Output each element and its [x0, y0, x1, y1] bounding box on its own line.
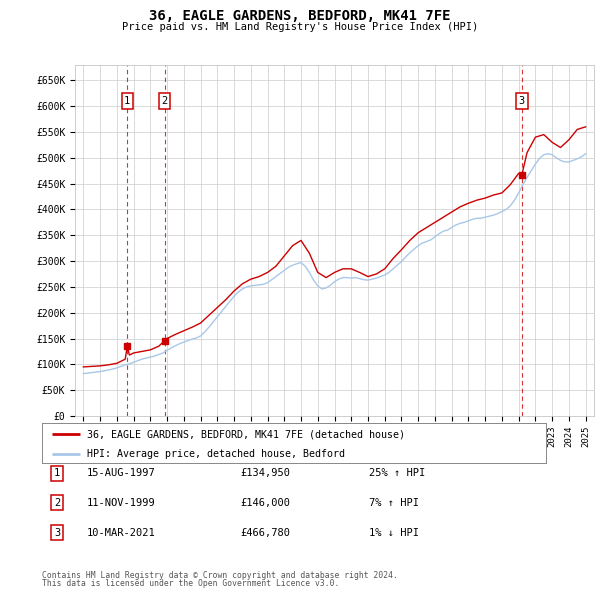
Text: 3: 3 — [54, 528, 60, 537]
Text: 3: 3 — [519, 96, 525, 106]
Text: 10-MAR-2021: 10-MAR-2021 — [87, 528, 156, 537]
Text: £134,950: £134,950 — [240, 468, 290, 478]
Text: 15-AUG-1997: 15-AUG-1997 — [87, 468, 156, 478]
Text: 1: 1 — [124, 96, 130, 106]
Text: 36, EAGLE GARDENS, BEDFORD, MK41 7FE: 36, EAGLE GARDENS, BEDFORD, MK41 7FE — [149, 9, 451, 23]
Text: £466,780: £466,780 — [240, 528, 290, 537]
Text: 25% ↑ HPI: 25% ↑ HPI — [369, 468, 425, 478]
Text: 36, EAGLE GARDENS, BEDFORD, MK41 7FE (detached house): 36, EAGLE GARDENS, BEDFORD, MK41 7FE (de… — [88, 430, 406, 440]
Text: 1: 1 — [54, 468, 60, 478]
Text: 2: 2 — [161, 96, 168, 106]
Text: Contains HM Land Registry data © Crown copyright and database right 2024.: Contains HM Land Registry data © Crown c… — [42, 571, 398, 580]
Text: 11-NOV-1999: 11-NOV-1999 — [87, 498, 156, 507]
Text: 2: 2 — [54, 498, 60, 507]
Text: 1% ↓ HPI: 1% ↓ HPI — [369, 528, 419, 537]
Text: This data is licensed under the Open Government Licence v3.0.: This data is licensed under the Open Gov… — [42, 579, 340, 588]
Text: Price paid vs. HM Land Registry's House Price Index (HPI): Price paid vs. HM Land Registry's House … — [122, 22, 478, 32]
Text: 7% ↑ HPI: 7% ↑ HPI — [369, 498, 419, 507]
Text: £146,000: £146,000 — [240, 498, 290, 507]
Text: HPI: Average price, detached house, Bedford: HPI: Average price, detached house, Bedf… — [88, 450, 346, 460]
